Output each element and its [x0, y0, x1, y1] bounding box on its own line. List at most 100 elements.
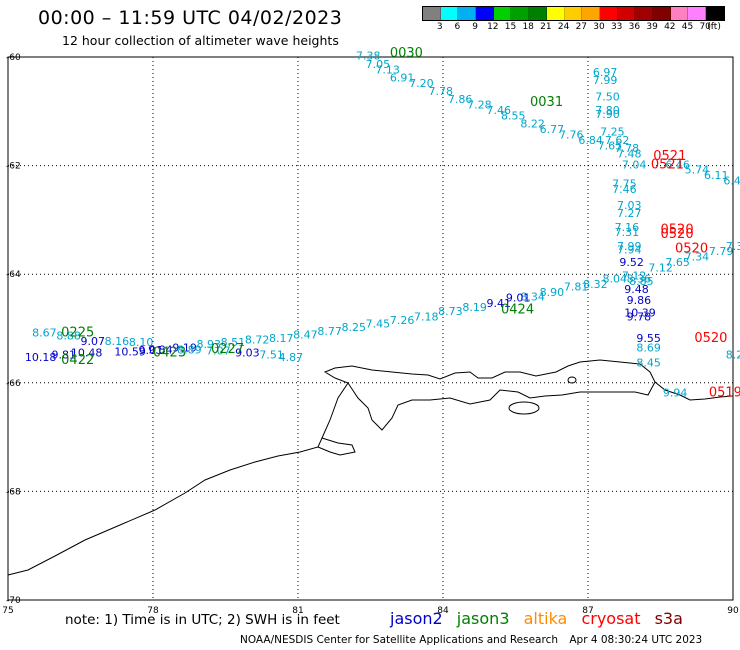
colorbar-cell — [688, 7, 706, 20]
wave-height-label: 8.34 — [520, 290, 545, 303]
colorbar-cells — [422, 6, 725, 21]
pass-time-label: 0424 — [501, 302, 534, 317]
wave-height-label: 7.78 — [429, 85, 454, 98]
pass-time-labels: 0030003105210521052005200520052005190424… — [61, 46, 740, 400]
colorbar-label: 18 — [522, 22, 534, 32]
colorbar-cell — [706, 7, 724, 20]
colorbar-label: 30 — [593, 22, 605, 32]
wave-height-label: 7.65 — [665, 256, 690, 269]
colorbar-cell — [599, 7, 618, 20]
colorbar-label: 70 — [699, 22, 711, 32]
wave-height-label: 7.05 — [366, 58, 391, 71]
wave-height-label: 6.84 — [578, 134, 603, 147]
colorbar-label: 24 — [557, 22, 570, 32]
colorbar-label: 6 — [454, 22, 461, 32]
wave-height-label: 8.89 — [177, 343, 202, 356]
legend-jason2: jason2 — [390, 609, 443, 628]
legend-s3a: s3a — [654, 609, 683, 628]
latitude-tick-label: -60 — [6, 53, 21, 63]
wave-height-label: 9.01 — [506, 291, 531, 304]
wave-height-label: 8.45 — [636, 357, 661, 370]
colorbar-cell — [617, 7, 636, 20]
wave-height-label: 7.51 — [259, 348, 284, 361]
colorbar-label: 33 — [610, 22, 623, 32]
colorbar-label: 21 — [540, 22, 552, 32]
wave-height-label: 9.81 — [52, 348, 77, 361]
wave-height-label: 4.87 — [279, 351, 304, 364]
wave-height-label: 8.55 — [501, 109, 526, 122]
wave-height-label: 8.77 — [317, 325, 342, 338]
colorbar-label: 15 — [504, 22, 517, 32]
wave-height-label: 7.50 — [595, 90, 620, 103]
wave-height-label: 7.94 — [617, 244, 642, 257]
satellite-legend: jason2 jason3 altika cryosat s3a — [390, 609, 692, 628]
coastline — [7, 359, 734, 576]
wave-height-label: 7.80 — [595, 104, 620, 117]
wave-height-label: 7.78 — [615, 142, 640, 155]
wave-height-label: 8.2 — [726, 348, 740, 361]
ice-shelf-edge — [347, 381, 656, 431]
wave-height-label: 7.45 — [366, 317, 391, 330]
pass-time-label: 0521 — [653, 149, 686, 164]
pass-time-label: 0030 — [390, 46, 423, 61]
pass-time-label: 0520 — [675, 241, 708, 256]
wave-height-label: 8.32 — [583, 278, 608, 291]
pass-time-label: 0225 — [61, 326, 94, 341]
wave-height-label: 9.19 — [172, 341, 197, 354]
wave-height-label: 9.03 — [235, 347, 260, 360]
wave-height-label: 8.22 — [520, 118, 545, 131]
latitude-tick-label: -62 — [6, 162, 21, 172]
wave-height-label: 7.12 — [622, 270, 647, 283]
wave-height-label: 9.41 — [487, 297, 512, 310]
wave-height-label: 7.75 — [612, 177, 637, 190]
wave-height-label: 8.17 — [269, 332, 294, 345]
wave-height-label: 8.88 — [56, 329, 80, 342]
legend-altika: altika — [523, 609, 568, 628]
wave-height-label: 9.07 — [81, 335, 106, 348]
wave-height-label: 7.46 — [612, 183, 637, 196]
wave-height-label: 8.73 — [438, 305, 463, 318]
wave-height-label: 7.79 — [709, 245, 734, 258]
axis-tick-labels: 75 78 81 84 87 90 -60 -62 -64 -66 -68 -70 — [2, 53, 739, 616]
wave-height-label: 7.13 — [375, 63, 400, 76]
pass-time-label: 0227 — [211, 342, 244, 357]
wave-height-label: 9.86 — [627, 294, 652, 307]
wave-height-label: 7.31 — [615, 226, 640, 239]
latitude-tick-label: -64 — [6, 270, 21, 280]
wave-height-label: 8.10 — [129, 336, 154, 349]
wave-height-label: 6.77 — [540, 123, 565, 136]
legend-cryosat: cryosat — [581, 609, 641, 628]
wave-height-label: 10.39 — [624, 307, 656, 320]
latitude-tick-label: -66 — [6, 379, 21, 389]
longitude-tick-label: 84 — [437, 606, 449, 616]
wave-height-label: 7.3 — [726, 240, 740, 253]
colorbar-label: 36 — [628, 22, 641, 32]
wave-height-label: 7.38 — [356, 50, 381, 63]
wave-height-label: 7.86 — [448, 93, 473, 106]
wave-height-label: 8.16 — [105, 335, 129, 348]
pass-time-label: 0520 — [694, 331, 727, 346]
colorbar-label: 42 — [664, 22, 676, 32]
wave-height-label: 8.85 — [629, 275, 654, 288]
colorbar-label: 9 — [472, 22, 478, 32]
wave-height-label: 7.99 — [593, 74, 618, 87]
wave-height-label: 7.03 — [617, 199, 642, 212]
colorbar-label: 3 — [436, 22, 443, 32]
colorbar-label: 39 — [646, 22, 658, 32]
wave-height-label: 7.16 — [615, 221, 640, 234]
wave-height-label: 7.12 — [648, 261, 673, 274]
colorbar-cell — [458, 7, 477, 20]
colorbar-cell — [564, 7, 583, 20]
wave-height-label: 7.99 — [617, 240, 642, 253]
longitude-tick-label: 75 — [2, 606, 13, 616]
colorbar-cell — [511, 7, 530, 20]
wave-height-label: 7.48 — [617, 147, 642, 160]
wave-height-label: 9.84 — [148, 343, 173, 356]
wave-height-label: 6.97 — [593, 66, 618, 79]
pass-time-label: 0520 — [661, 222, 694, 237]
longitude-tick-label: 90 — [727, 606, 739, 616]
colorbar-label: 27 — [575, 22, 588, 32]
map-title: 00:00 – 11:59 UTC 04/02/2023 — [38, 7, 343, 29]
wave-height-label: 7.34 — [685, 251, 710, 264]
